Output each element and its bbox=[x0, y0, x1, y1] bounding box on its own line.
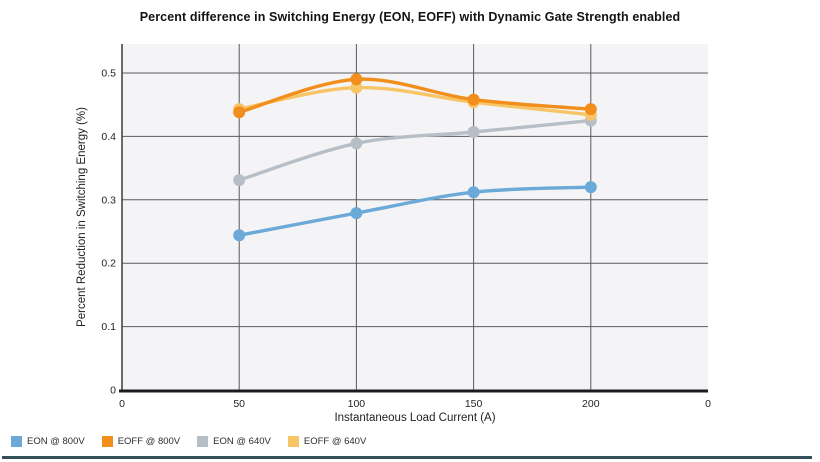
y-tick-label: 0.3 bbox=[101, 194, 116, 206]
x-tick-label: 150 bbox=[465, 398, 483, 410]
x-tick-label: 50 bbox=[233, 398, 245, 410]
x-tick-label: 0 bbox=[119, 398, 125, 410]
data-point bbox=[350, 81, 363, 94]
data-point bbox=[467, 186, 480, 199]
plot-area: 0 0.1 0.2 0.3 0.4 0.5 0 50 100 150 200 0 bbox=[101, 44, 711, 410]
chart-legend: EON @ 800V EOFF @ 800V EON @ 640V EOFF @… bbox=[11, 436, 366, 447]
legend-label: EOFF @ 640V bbox=[303, 436, 367, 447]
legend-label: EOFF @ 800V bbox=[117, 436, 181, 447]
y-tick-label: 0.1 bbox=[101, 321, 116, 333]
window-bottom-edge bbox=[2, 456, 812, 459]
data-point bbox=[350, 137, 363, 150]
series-line bbox=[237, 85, 593, 117]
data-point bbox=[350, 73, 363, 86]
data-point bbox=[233, 229, 246, 242]
legend-swatch-icon bbox=[11, 436, 22, 447]
x-tick-label: 0 bbox=[705, 398, 711, 410]
legend-label: EON @ 800V bbox=[27, 436, 85, 447]
legend-swatch-icon bbox=[101, 436, 113, 447]
data-point bbox=[233, 174, 246, 187]
y-tick-label: 0.2 bbox=[101, 258, 116, 270]
series-line bbox=[237, 185, 593, 237]
legend-item-eon-640v[interactable]: EON @ 640V bbox=[197, 436, 271, 447]
data-point bbox=[350, 207, 363, 220]
data-point bbox=[233, 106, 246, 119]
y-tick-label: 0.4 bbox=[101, 131, 116, 143]
series-line bbox=[237, 118, 593, 182]
plot-background bbox=[122, 44, 708, 390]
x-tick-label: 100 bbox=[348, 398, 366, 410]
data-point bbox=[467, 93, 480, 106]
legend-swatch-icon bbox=[287, 436, 299, 447]
x-axis-label: Instantaneous Load Current (A) bbox=[334, 412, 496, 424]
data-point bbox=[584, 103, 597, 116]
y-tick-label: 0.5 bbox=[101, 68, 116, 80]
legend-item-eoff-800v[interactable]: EOFF @ 800V bbox=[101, 436, 181, 447]
legend-label: EON @ 640V bbox=[213, 436, 271, 447]
legend-item-eoff-640v[interactable]: EOFF @ 640V bbox=[287, 436, 367, 447]
x-tick-label: 200 bbox=[582, 398, 600, 410]
y-tick-label: 0 bbox=[110, 385, 116, 397]
legend-swatch-icon bbox=[197, 436, 209, 447]
legend-item-eon-800v[interactable]: EON @ 800V bbox=[11, 436, 85, 447]
series-line bbox=[237, 77, 593, 114]
data-point bbox=[467, 126, 480, 138]
chart-title: Percent difference in Switching Energy (… bbox=[139, 10, 681, 24]
data-point bbox=[584, 181, 597, 194]
